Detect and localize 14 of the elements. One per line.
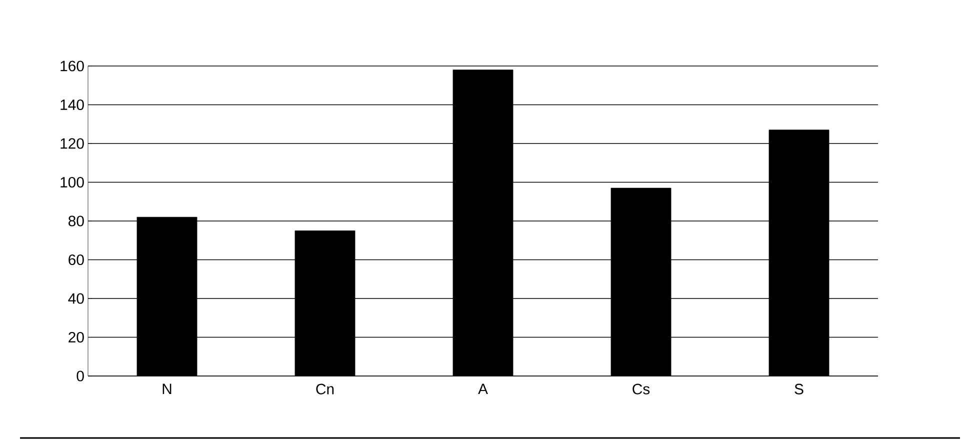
x-tick-label: N <box>162 384 172 394</box>
y-tick-label: 160 <box>60 60 84 72</box>
y-tick-label: 140 <box>60 99 84 110</box>
x-tick-label: S <box>794 384 804 394</box>
y-tick-label: 120 <box>60 138 84 149</box>
x-tick-label: A <box>478 384 488 394</box>
y-tick-label: 60 <box>68 254 84 266</box>
y-tick-label: 0 <box>76 370 84 382</box>
x-tick-label: Cs <box>632 384 650 394</box>
y-tick-label: 40 <box>68 293 84 304</box>
x-tick-label: Cn <box>316 384 334 394</box>
y-tick-label: 20 <box>68 332 84 343</box>
y-tick-label: 100 <box>60 176 84 188</box>
y-tick-label: 80 <box>68 216 84 226</box>
